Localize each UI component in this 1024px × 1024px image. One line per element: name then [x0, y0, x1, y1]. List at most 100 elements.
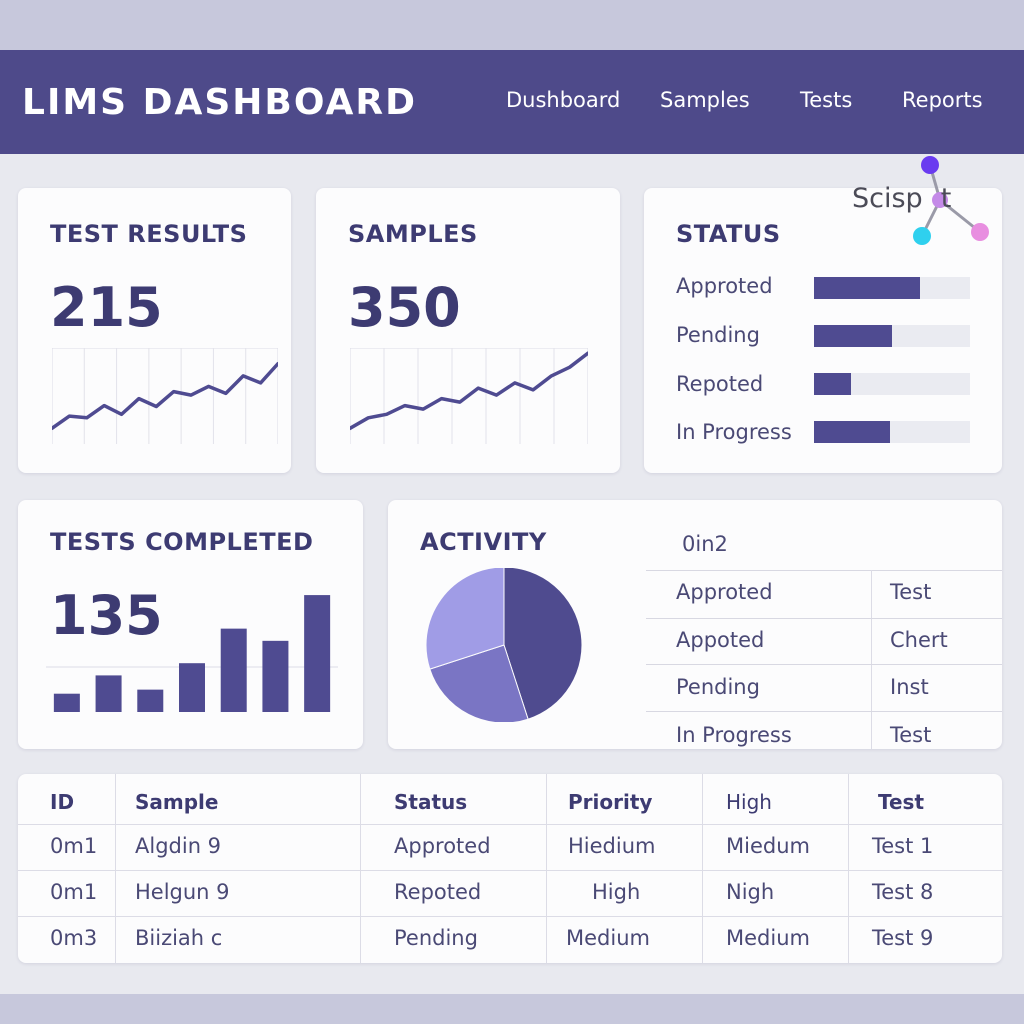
status-label-approved: Approted: [676, 274, 773, 298]
test-results-title: TEST RESULTS: [50, 220, 248, 248]
cell-high: Medium: [726, 926, 810, 950]
chart-bar: [53, 693, 80, 712]
activity-row-status: Pending: [676, 675, 760, 699]
activity-divider: [646, 570, 1002, 571]
cell-status: Pending: [394, 926, 478, 950]
nav-reports[interactable]: Reports: [902, 88, 983, 112]
col-header-id[interactable]: ID: [50, 790, 75, 814]
test-results-card: TEST RESULTS 215: [18, 188, 291, 473]
col-header-high[interactable]: High: [726, 790, 772, 814]
chart-bar: [262, 640, 289, 712]
status-fill-reported: [814, 373, 852, 395]
activity-card: ACTIVITY 0in2 Approted Test Appoted Cher…: [388, 500, 1002, 749]
cell-priority: High: [592, 880, 641, 904]
activity-row-status: In Progress: [676, 723, 792, 747]
status-card: STATUS Approted Pending Repoted In Progr…: [644, 188, 1002, 473]
top-header: LIMS DASHBOARD Dushboard Samples Tests R…: [0, 50, 1024, 154]
test-results-value: 215: [50, 276, 163, 339]
samples-line-chart: [350, 348, 588, 444]
tests-completed-value: 135: [50, 584, 163, 647]
table-column-divider: [546, 774, 547, 963]
cell-id: 0m1: [50, 834, 98, 858]
table-row-divider: [18, 824, 1002, 825]
activity-row-type: Inst: [890, 675, 929, 699]
nav-tests[interactable]: Tests: [800, 88, 853, 112]
status-label-pending: Pending: [676, 323, 760, 347]
chart-bar: [95, 675, 122, 712]
cell-test: Test 9: [872, 926, 934, 950]
chart-series-line: [350, 351, 588, 431]
table-column-divider: [115, 774, 116, 963]
cell-sample: Helgun 9: [135, 880, 230, 904]
status-label-reported: Repoted: [676, 372, 764, 396]
status-fill-approved: [814, 277, 921, 299]
cell-status: Repoted: [394, 880, 482, 904]
chart-bar: [304, 595, 331, 712]
scispot-logo-text: Scisp t: [852, 183, 951, 214]
table-column-divider: [360, 774, 361, 963]
cell-id: 0m1: [50, 880, 98, 904]
table-column-divider: [702, 774, 703, 963]
activity-row-status: Approted: [676, 580, 773, 604]
cell-test: Test 8: [872, 880, 934, 904]
samples-card: SAMPLES 350: [316, 188, 620, 473]
chart-bar: [220, 628, 247, 712]
activity-header: 0in2: [682, 532, 728, 556]
status-fill-in-progress: [814, 421, 891, 443]
cell-high: Miedum: [726, 834, 810, 858]
status-track-in-progress: [814, 421, 970, 443]
status-fill-pending: [814, 325, 892, 347]
nav-dashboard[interactable]: Dushboard: [506, 88, 621, 112]
activity-row-type: Test: [890, 580, 932, 604]
scispot-logo-icon: [913, 156, 989, 245]
activity-divider: [646, 664, 1002, 665]
table-row-divider: [18, 870, 1002, 871]
table-row-divider: [18, 916, 1002, 917]
status-track-reported: [814, 373, 970, 395]
activity-divider: [646, 618, 1002, 619]
bottom-band: [0, 994, 1024, 1024]
activity-row-type: Chert: [890, 628, 948, 652]
col-header-priority[interactable]: Priority: [568, 790, 653, 814]
activity-title: ACTIVITY: [420, 528, 547, 556]
activity-pie-chart: [425, 568, 583, 722]
logo-text-end: t: [940, 183, 952, 214]
tests-completed-card: TESTS COMPLETED 135: [18, 500, 363, 749]
cell-sample: Biiziah c: [135, 926, 223, 950]
samples-table: ID Sample Status Priority High Test 0m1 …: [18, 774, 1002, 963]
samples-title: SAMPLES: [348, 220, 478, 248]
tests-completed-bar-chart: [46, 595, 338, 712]
activity-column-divider: [871, 570, 872, 749]
activity-divider: [646, 711, 1002, 712]
nav-samples[interactable]: Samples: [660, 88, 750, 112]
cell-test: Test 1: [872, 834, 934, 858]
cell-sample: Algdin 9: [135, 834, 222, 858]
cell-priority: Hiedium: [568, 834, 656, 858]
col-header-sample[interactable]: Sample: [135, 790, 219, 814]
status-track-approved: [814, 277, 970, 299]
col-header-status[interactable]: Status: [394, 790, 468, 814]
samples-value: 350: [348, 276, 461, 339]
chart-series-line: [52, 361, 278, 431]
chart-pie-slice: [503, 568, 583, 720]
chart-bar: [179, 663, 205, 712]
logo-text-start: Scisp: [852, 183, 923, 214]
cell-priority: Medium: [566, 926, 650, 950]
chart-pie-slice: [429, 644, 529, 722]
status-label-in-progress: In Progress: [676, 420, 792, 444]
app-title: LIMS DASHBOARD: [22, 82, 417, 123]
activity-row-type: Test: [890, 723, 932, 747]
top-band: [0, 0, 1024, 50]
chart-pie-slice: [425, 568, 505, 670]
status-track-pending: [814, 325, 970, 347]
activity-row-status: Appoted: [676, 628, 765, 652]
test-results-line-chart: [52, 348, 278, 444]
cell-high: Nigh: [726, 880, 775, 904]
table-column-divider: [848, 774, 849, 963]
cell-status: Approted: [394, 834, 491, 858]
status-title: STATUS: [676, 220, 781, 248]
tests-completed-title: TESTS COMPLETED: [50, 528, 314, 556]
chart-bar: [137, 689, 164, 712]
cell-id: 0m3: [50, 926, 98, 950]
col-header-test[interactable]: Test: [878, 790, 925, 814]
